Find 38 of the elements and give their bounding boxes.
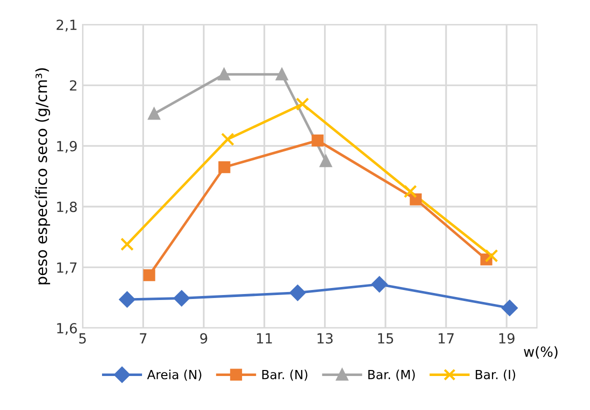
point [119,291,136,308]
point [484,249,498,262]
y-tick-label: 2,1 [56,20,76,32]
x-tick-label: 9 [200,333,208,344]
x-tick-label: 5 [79,333,86,344]
point [312,134,324,146]
point [410,193,422,206]
point [502,300,518,316]
x-tick-label: 13 [318,333,333,344]
point [290,284,306,301]
point [276,68,288,80]
x-tick-label: 11 [257,333,272,344]
x-tick-label: 7 [140,333,146,344]
legend-label: Areia (N) [147,370,202,381]
point [143,269,156,282]
y-tick-label: 1,7 [57,262,77,274]
legend-label: Bar. (M) [368,370,415,381]
y-tick-label: 1,8 [57,202,77,214]
point [148,108,160,120]
point [218,161,230,174]
x-tick-label: 15 [378,333,394,344]
x-tick-label: 19 [499,333,514,344]
point [221,132,234,146]
y-tick-label: 1,6 [57,322,77,335]
x-tick-label: 17 [438,333,454,344]
point [296,97,310,111]
y-tick-label: 1,9 [57,140,77,153]
y-axis-title: peso específico seco (g/cm³) [34,68,50,284]
x-axis-title: w(%) [524,346,558,359]
legend-label: Bar. (I) [476,370,516,381]
point [320,155,332,168]
legend-label: Bar. (N) [262,370,308,381]
point [120,238,134,251]
point [404,184,417,198]
point [174,290,190,306]
point [218,68,230,80]
y-tick-label: 2 [70,80,76,91]
point [371,276,388,292]
